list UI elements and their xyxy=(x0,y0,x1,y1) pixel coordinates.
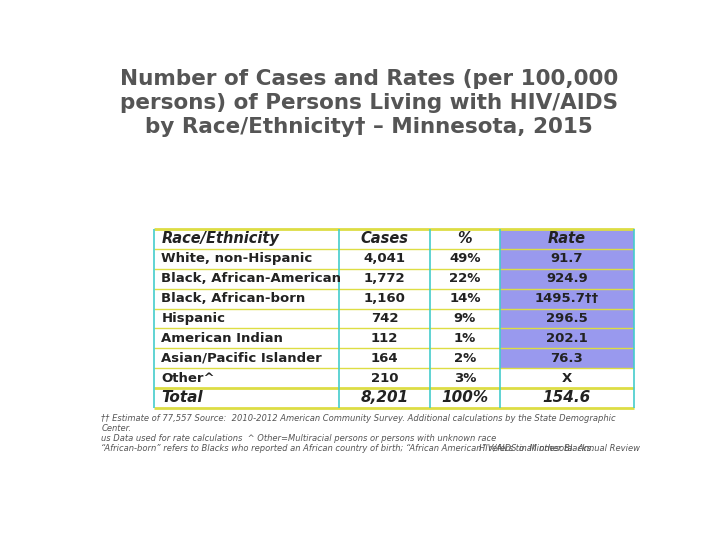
Text: 1,160: 1,160 xyxy=(364,292,405,305)
Text: 22%: 22% xyxy=(449,272,480,285)
Text: Other^: Other^ xyxy=(161,372,215,384)
Text: Rate: Rate xyxy=(548,232,586,246)
Text: 112: 112 xyxy=(371,332,398,345)
Bar xyxy=(500,249,634,269)
Text: 76.3: 76.3 xyxy=(551,352,583,365)
Text: 2%: 2% xyxy=(454,352,476,365)
Text: “African-born” refers to Blacks who reported an African country of birth; “Afric: “African-born” refers to Blacks who repo… xyxy=(101,444,594,453)
Text: Black, African-born: Black, African-born xyxy=(161,292,306,305)
Text: 49%: 49% xyxy=(449,252,481,265)
Text: 14%: 14% xyxy=(449,292,481,305)
Text: 100%: 100% xyxy=(441,390,488,406)
Bar xyxy=(500,229,634,249)
Bar xyxy=(500,289,634,308)
Bar xyxy=(500,269,634,289)
Text: 91.7: 91.7 xyxy=(551,252,583,265)
Text: 742: 742 xyxy=(371,312,398,325)
Text: us Data used for rate calculations  ^ Other=Multiracial persons or persons with : us Data used for rate calculations ^ Oth… xyxy=(101,434,496,443)
Text: 9%: 9% xyxy=(454,312,476,325)
Text: 164: 164 xyxy=(371,352,398,365)
Bar xyxy=(500,348,634,368)
Text: Hispanic: Hispanic xyxy=(161,312,225,325)
Text: %: % xyxy=(458,232,472,246)
Text: 3%: 3% xyxy=(454,372,476,384)
Text: 1%: 1% xyxy=(454,332,476,345)
Text: 1,772: 1,772 xyxy=(364,272,405,285)
Text: 296.5: 296.5 xyxy=(546,312,588,325)
Text: 1495.7††: 1495.7†† xyxy=(535,292,599,305)
Text: Cases: Cases xyxy=(361,232,408,246)
Text: Number of Cases and Rates (per 100,000
persons) of Persons Living with HIV/AIDS
: Number of Cases and Rates (per 100,000 p… xyxy=(120,69,618,137)
Bar xyxy=(500,308,634,328)
Text: Black, African-American: Black, African-American xyxy=(161,272,341,285)
Text: 4,041: 4,041 xyxy=(364,252,405,265)
Text: Total: Total xyxy=(161,390,203,406)
Text: X: X xyxy=(562,372,572,384)
Text: White, non-Hispanic: White, non-Hispanic xyxy=(161,252,312,265)
Bar xyxy=(500,328,634,348)
Text: Asian/Pacific Islander: Asian/Pacific Islander xyxy=(161,352,322,365)
Text: 210: 210 xyxy=(371,372,398,384)
Text: Center.: Center. xyxy=(101,424,131,433)
Text: †† Estimate of 77,557 Source:  2010-2012 American Community Survey. Additional c: †† Estimate of 77,557 Source: 2010-2012 … xyxy=(101,414,616,423)
Text: HIV/AIDS in Minnesota: Annual Review: HIV/AIDS in Minnesota: Annual Review xyxy=(479,444,639,453)
Text: 8,201: 8,201 xyxy=(361,390,409,406)
Text: American Indian: American Indian xyxy=(161,332,283,345)
Text: 924.9: 924.9 xyxy=(546,272,588,285)
Text: 154.6: 154.6 xyxy=(543,390,591,406)
Text: 202.1: 202.1 xyxy=(546,332,588,345)
Text: Race/Ethnicity: Race/Ethnicity xyxy=(161,232,279,246)
